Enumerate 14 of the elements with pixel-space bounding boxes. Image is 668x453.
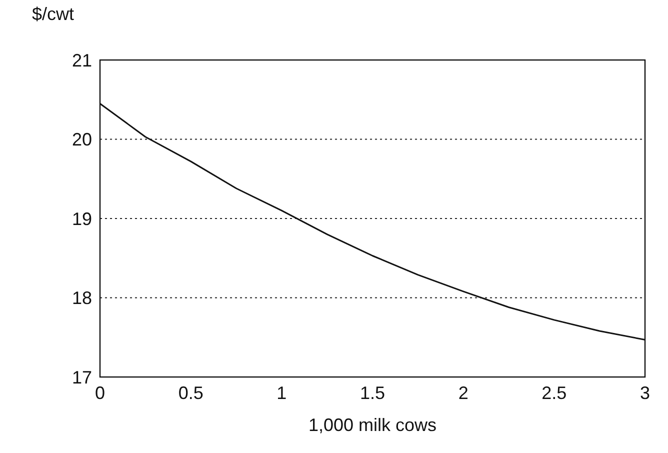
x-tick-label: 0.5 bbox=[178, 383, 204, 403]
x-tick-label: 0 bbox=[94, 383, 106, 403]
y-tick-label: 20 bbox=[72, 130, 92, 150]
y-tick-label: 18 bbox=[72, 288, 92, 308]
y-tick-label: 19 bbox=[72, 208, 92, 229]
x-tick-label: 2 bbox=[458, 383, 468, 403]
y-tick-label: 21 bbox=[72, 50, 92, 70]
x-tick-label: 1.5 bbox=[360, 383, 386, 403]
x-tick-label: 3 bbox=[640, 383, 650, 403]
y-tick-label: 17 bbox=[72, 367, 92, 388]
x-tick-label: 1 bbox=[276, 383, 287, 403]
x-tick-label: 2.5 bbox=[542, 383, 567, 403]
x-axis-title: 1,000 milk cows bbox=[308, 415, 437, 435]
y-axis-title: $/cwt bbox=[32, 4, 74, 24]
